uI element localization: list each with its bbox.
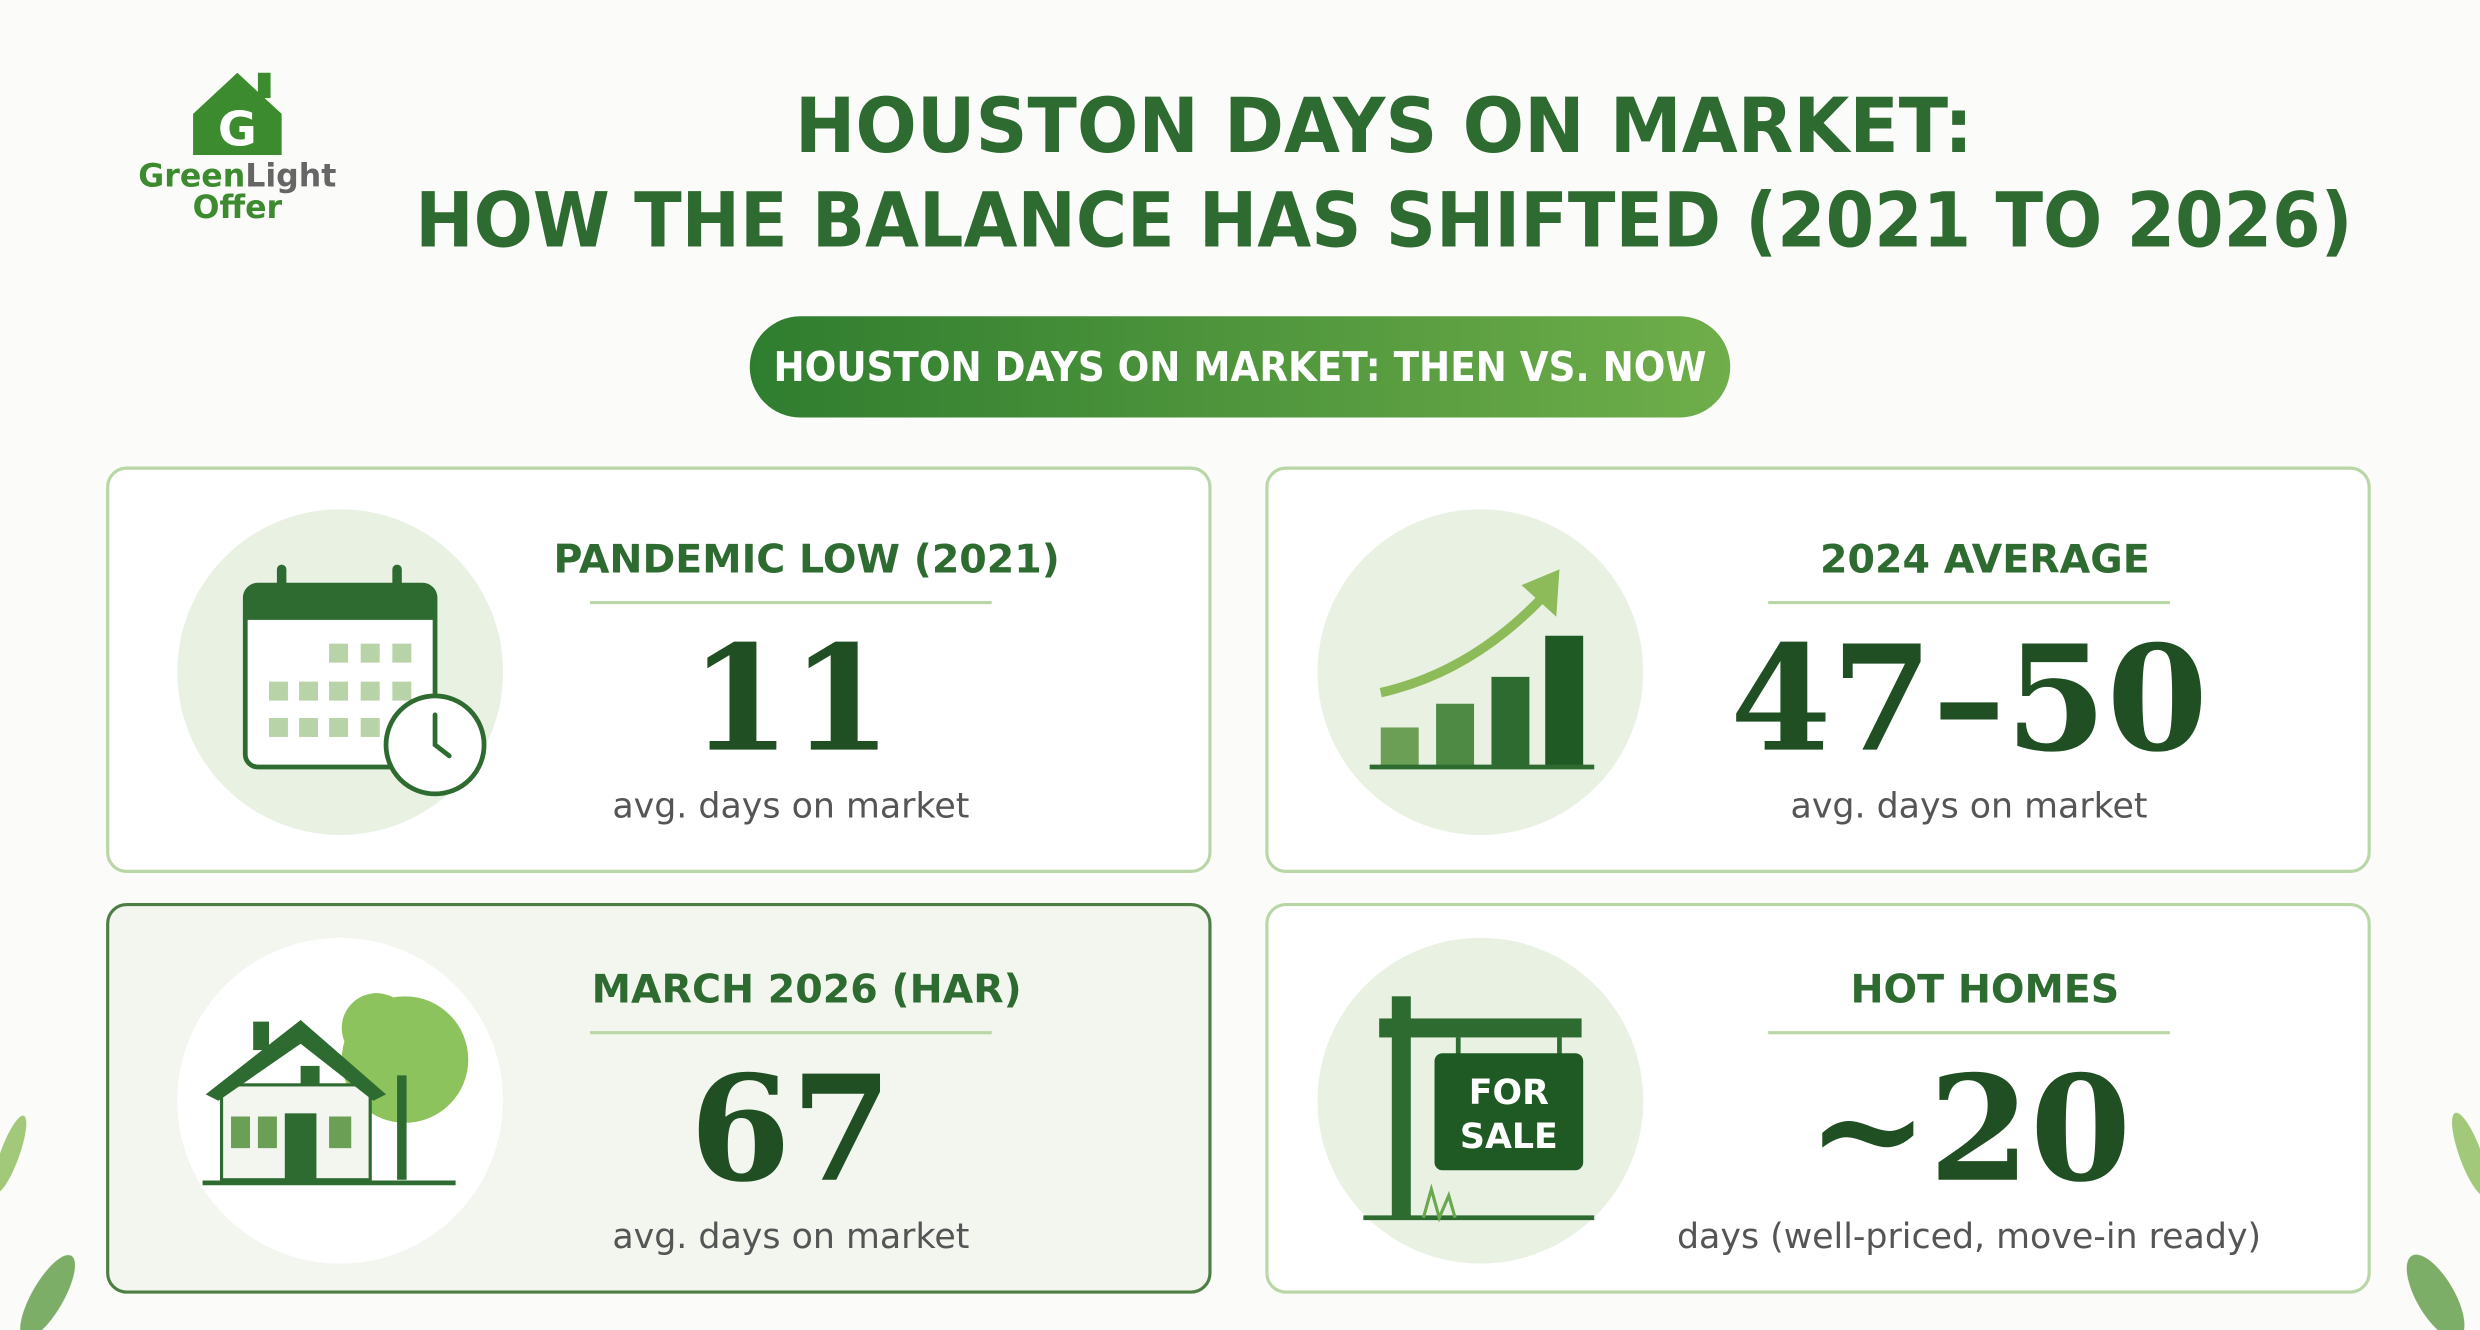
card-caption: avg. days on market [1791, 787, 2148, 827]
card-caption: avg. days on market [612, 787, 969, 827]
card-value: 47–50 [1730, 614, 2208, 785]
badge [749, 316, 1731, 418]
card-label: MARCH 2026 (HAR) [592, 967, 1022, 1013]
card-value: 11 [690, 614, 892, 785]
card-value: 67 [690, 1044, 892, 1215]
svg-text:SALE: SALE [1460, 1117, 1558, 1157]
card-caption: avg. days on market [612, 1217, 969, 1257]
logo-word: Light [245, 159, 336, 195]
title-line: HOW THE BALANCE HAS SHIFTED (2021 TO 202… [415, 177, 2352, 265]
card-label: 2024 AVERAGE [1820, 536, 2150, 582]
svg-text:G: G [218, 102, 257, 157]
logo: G GreenLight Offer [138, 72, 336, 226]
for-sale-sign-icon: FOR SALE [1363, 996, 1595, 1223]
svg-text:FOR: FOR [1469, 1073, 1549, 1113]
icon-circle [1317, 509, 1644, 836]
title-line: HOUSTON DAYS ON MARKET: [795, 82, 1973, 170]
badge-text: HOUSTON DAYS ON MARKET: THEN VS. NOW [773, 343, 1706, 391]
card-label: HOT HOMES [1850, 967, 2119, 1013]
house-icon [202, 993, 469, 1186]
logo-word: Green [138, 159, 245, 195]
calendar-icon [242, 564, 487, 797]
card-caption: days (well-priced, move-in ready) [1677, 1217, 2261, 1257]
card-label: PANDEMIC LOW (2021) [553, 536, 1059, 582]
logo-text: GreenLight [138, 159, 336, 195]
logo-word: Offer [193, 190, 283, 226]
card-value: ~20 [1807, 1044, 2131, 1215]
